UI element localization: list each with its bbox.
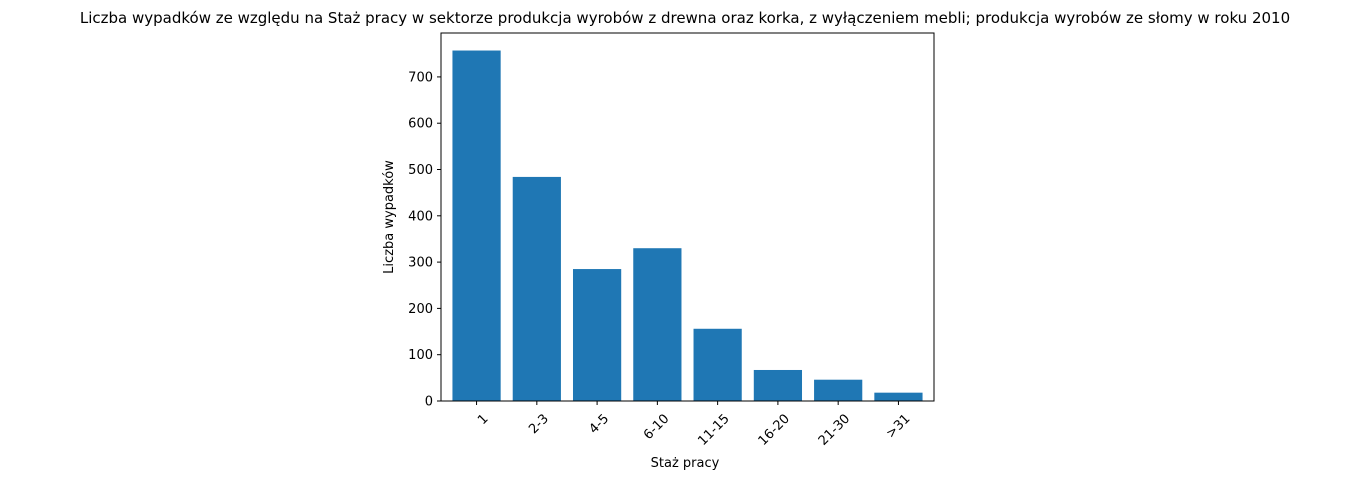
y-tick-label: 400 bbox=[408, 209, 433, 224]
x-tick-label: 16-20 bbox=[756, 411, 793, 448]
bar->31 bbox=[874, 392, 923, 401]
y-tick-label: 0 bbox=[425, 395, 433, 410]
x-tick-label: 1 bbox=[475, 411, 491, 427]
plot-frame bbox=[440, 32, 935, 402]
x-tick-label: 6-10 bbox=[641, 411, 672, 442]
bar-21-30 bbox=[814, 379, 863, 401]
bars-group bbox=[452, 50, 923, 402]
x-tick-label: 11-15 bbox=[695, 411, 732, 448]
bar-4-5 bbox=[572, 269, 622, 401]
bar-2-3 bbox=[512, 176, 561, 401]
bar-1 bbox=[452, 50, 501, 402]
bar-16-20 bbox=[753, 369, 803, 401]
bar-11-15 bbox=[693, 328, 742, 401]
y-tick-label: 100 bbox=[408, 348, 433, 363]
y-axis: 0 100 200 300 400 500 600 700 bbox=[408, 70, 441, 410]
y-tick-label: 600 bbox=[408, 117, 433, 132]
chart-title: Liczba wypadków ze względu na Staż pracy… bbox=[80, 9, 1290, 27]
y-tick-label: 300 bbox=[408, 256, 433, 271]
x-tick-label: >31 bbox=[883, 411, 913, 441]
bar-6-10 bbox=[633, 248, 682, 401]
y-axis-label: Liczba wypadków bbox=[382, 160, 397, 274]
x-axis-label: Staż pracy bbox=[651, 456, 720, 471]
x-tick-label: 21-30 bbox=[816, 411, 853, 448]
y-tick-label: 200 bbox=[408, 302, 433, 317]
y-tick-label: 500 bbox=[408, 163, 433, 178]
x-tick-label: 4-5 bbox=[587, 411, 613, 437]
x-axis: 1 2-3 4-5 6-10 11-15 16-20 21-30 >31 bbox=[475, 401, 913, 449]
y-tick-label: 700 bbox=[408, 70, 433, 85]
x-tick-label: 2-3 bbox=[526, 411, 552, 437]
